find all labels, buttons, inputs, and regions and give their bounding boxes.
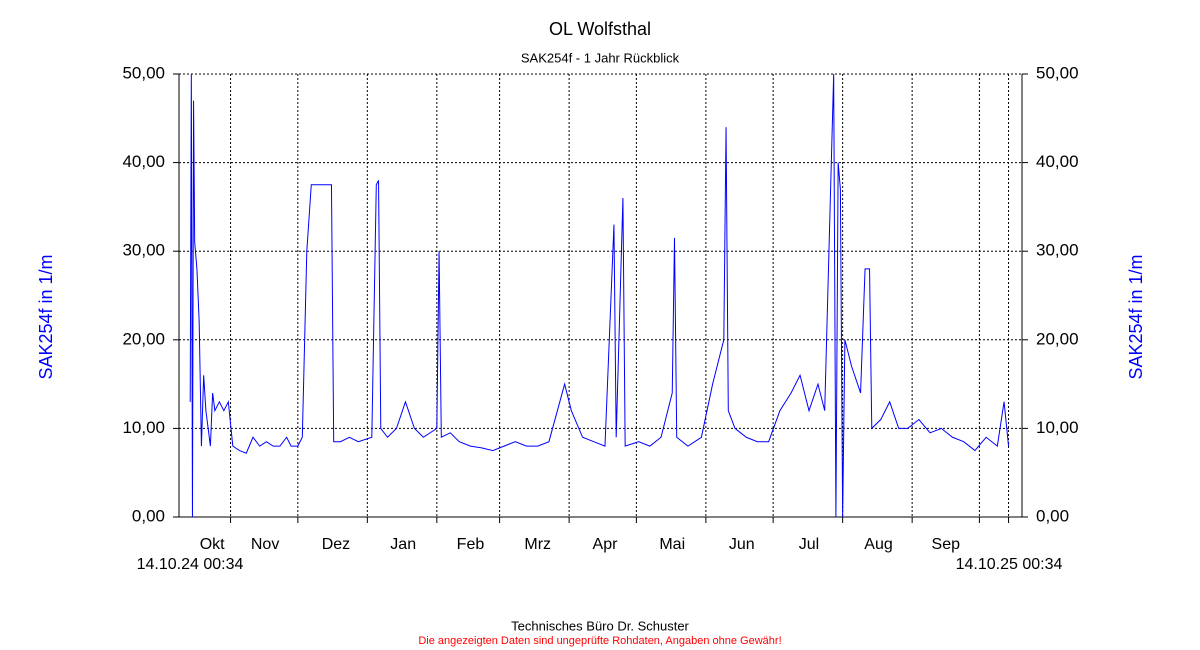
x-tick-label: Aug	[864, 536, 892, 553]
x-tick-label: Mrz	[524, 536, 551, 553]
y2-tick-label: 30,00	[1036, 241, 1079, 260]
y2-tick-label: 20,00	[1036, 329, 1079, 348]
y-tick-label: 30,00	[122, 241, 165, 260]
y-tick-label: 40,00	[122, 152, 165, 171]
y2-tick-label: 0,00	[1036, 506, 1069, 525]
x-tick-label: Jul	[799, 536, 819, 553]
y-tick-label: 50,00	[122, 63, 165, 82]
disclaimer: Die angezeigten Daten sind ungeprüfte Ro…	[418, 635, 781, 647]
x-tick-label: Sep	[932, 536, 961, 553]
x-tick-label: Jan	[390, 536, 416, 553]
x-tick-label: Mai	[659, 536, 685, 553]
x-end-label: 14.10.25 00:34	[956, 556, 1063, 573]
chart-subtitle: SAK254f - 1 Jahr Rückblick	[521, 50, 680, 65]
y2-axis-label: SAK254f in 1/m	[1126, 254, 1146, 379]
x-tick-label: Dez	[322, 536, 350, 553]
y-tick-label: 20,00	[122, 329, 165, 348]
chart-title: OL Wolfsthal	[549, 19, 651, 39]
y2-tick-label: 10,00	[1036, 418, 1079, 437]
y-tick-label: 0,00	[132, 506, 165, 525]
y-axis-label: SAK254f in 1/m	[36, 254, 56, 379]
y2-tick-label: 40,00	[1036, 152, 1079, 171]
x-tick-label: Okt	[200, 536, 225, 553]
x-tick-label: Feb	[457, 536, 485, 553]
x-tick-label: Apr	[593, 536, 619, 553]
y-tick-label: 10,00	[122, 418, 165, 437]
data-line	[189, 73, 1010, 518]
x-start-label: 14.10.24 00:34	[137, 556, 244, 573]
y2-tick-label: 50,00	[1036, 63, 1079, 82]
x-tick-label: Jun	[729, 536, 755, 553]
x-tick-label: Nov	[251, 536, 279, 553]
footer: Technisches Büro Dr. Schuster	[511, 618, 689, 633]
